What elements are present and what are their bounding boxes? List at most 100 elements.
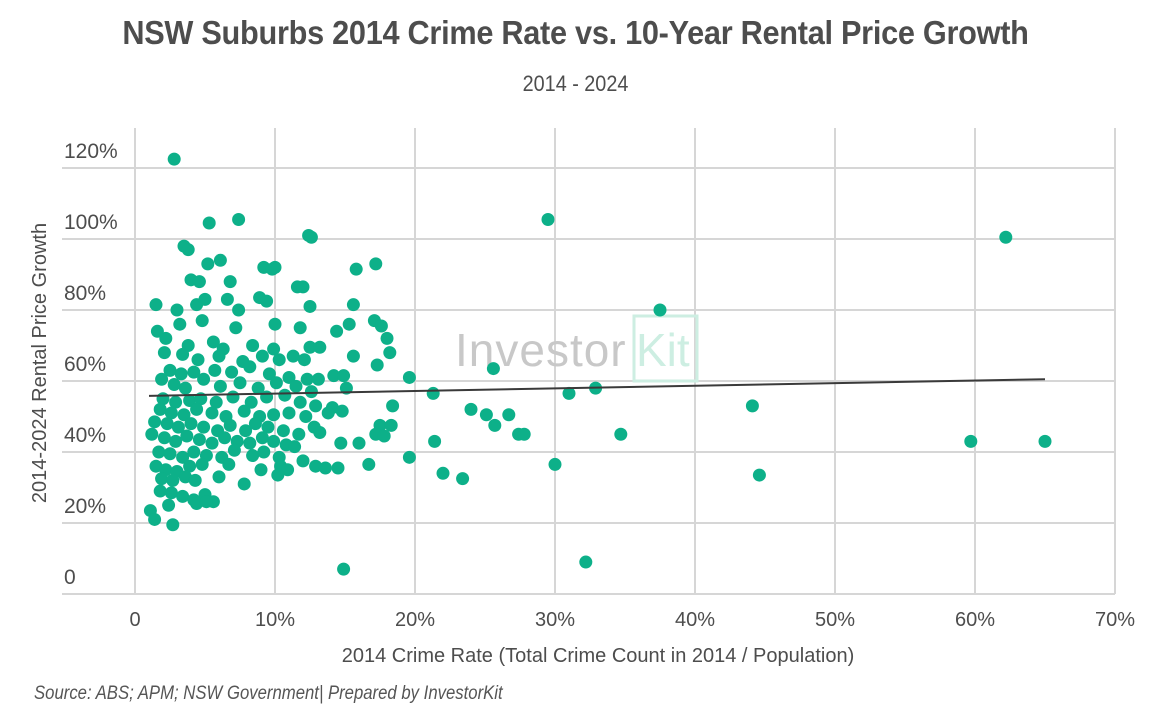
- data-point: [209, 395, 223, 409]
- data-point: [276, 424, 290, 438]
- data-point: [370, 358, 384, 372]
- data-point: [436, 466, 450, 480]
- data-point: [225, 365, 239, 379]
- data-point: [173, 317, 187, 331]
- data-point: [293, 321, 307, 335]
- data-point: [289, 379, 303, 393]
- data-point: [198, 292, 212, 306]
- data-point: [386, 399, 400, 413]
- data-point: [369, 257, 383, 271]
- data-point: [192, 433, 206, 447]
- data-point: [402, 450, 416, 464]
- data-point: [342, 317, 356, 331]
- data-point: [384, 418, 398, 432]
- data-point: [486, 362, 500, 376]
- data-point: [268, 317, 282, 331]
- watermark-kit-box: [632, 314, 699, 383]
- data-point: [167, 152, 181, 166]
- data-point: [181, 243, 195, 257]
- data-point: [190, 496, 204, 510]
- data-point: [255, 431, 269, 445]
- data-point: [313, 425, 327, 439]
- data-point: [380, 331, 394, 345]
- data-point: [428, 434, 442, 448]
- data-point: [260, 294, 274, 308]
- data-point: [300, 372, 314, 386]
- data-point: [303, 340, 317, 354]
- chart-subtitle: 2014 - 2024: [522, 71, 629, 96]
- data-point: [278, 388, 292, 402]
- data-point: [178, 381, 192, 395]
- data-point: [163, 447, 177, 461]
- data-point: [153, 402, 167, 416]
- data-point: [614, 427, 628, 441]
- data-point: [176, 489, 190, 503]
- data-point: [464, 402, 478, 416]
- data-point: [149, 298, 163, 312]
- x-tick-label: 60%: [955, 609, 995, 631]
- data-point: [183, 459, 197, 473]
- data-point: [167, 378, 181, 392]
- data-point: [180, 429, 194, 443]
- data-point: [166, 518, 180, 532]
- data-point: [309, 459, 323, 473]
- data-point: [195, 457, 209, 471]
- data-point: [190, 402, 204, 416]
- x-tick-label: 10%: [255, 609, 295, 631]
- y-tick-label: 60%: [64, 353, 106, 376]
- data-point: [229, 321, 243, 335]
- data-point: [304, 230, 318, 244]
- data-points: [143, 152, 1052, 576]
- data-point: [269, 376, 283, 390]
- data-point: [177, 408, 191, 422]
- data-point: [197, 420, 211, 434]
- data-point: [227, 443, 241, 457]
- chart-title: NSW Suburbs 2014 Crime Rate vs. 10-Year …: [122, 14, 1029, 51]
- data-point: [426, 386, 440, 400]
- watermark-kit-text: Kit: [636, 324, 690, 376]
- data-point: [261, 420, 275, 434]
- data-point: [244, 395, 258, 409]
- data-point: [187, 445, 201, 459]
- data-point: [155, 472, 169, 486]
- x-axis-label: 2014 Crime Rate (Total Crime Count in 20…: [342, 645, 854, 667]
- data-point: [502, 408, 516, 422]
- x-tick-label: 50%: [815, 609, 855, 631]
- source-note: Source: ABS; APM; NSW Government| Prepar…: [34, 683, 503, 704]
- data-point: [964, 434, 978, 448]
- y-tick-label: 100%: [64, 211, 118, 234]
- data-point: [212, 470, 226, 484]
- data-point: [148, 415, 162, 429]
- data-point: [337, 562, 351, 576]
- data-point: [239, 424, 253, 438]
- data-point: [402, 370, 416, 384]
- x-tick-label: 20%: [395, 609, 435, 631]
- y-axis-label: 2014-2024 Rental Price Growth: [29, 223, 51, 503]
- y-tick-label: 120%: [64, 140, 118, 163]
- data-point: [155, 372, 169, 386]
- data-point: [212, 349, 226, 363]
- data-point: [226, 390, 240, 404]
- data-point: [162, 498, 176, 512]
- data-point: [174, 367, 188, 381]
- x-tick-label: 40%: [675, 609, 715, 631]
- data-point: [296, 454, 310, 468]
- data-point: [292, 427, 306, 441]
- data-point: [220, 292, 234, 306]
- data-point: [268, 260, 282, 274]
- data-point: [251, 381, 265, 395]
- data-point: [548, 457, 562, 471]
- data-point: [335, 404, 349, 418]
- y-tick-label: 40%: [64, 424, 106, 447]
- data-point: [202, 216, 216, 230]
- data-point: [187, 365, 201, 379]
- y-axis-ticks: 0 20% 40% 60% 80% 100% 120%: [64, 140, 118, 589]
- y-tick-label: 80%: [64, 282, 106, 305]
- data-point: [321, 406, 335, 420]
- data-point: [296, 280, 310, 294]
- data-point: [195, 314, 209, 328]
- data-point: [149, 459, 163, 473]
- data-point: [330, 324, 344, 338]
- data-point: [178, 470, 192, 484]
